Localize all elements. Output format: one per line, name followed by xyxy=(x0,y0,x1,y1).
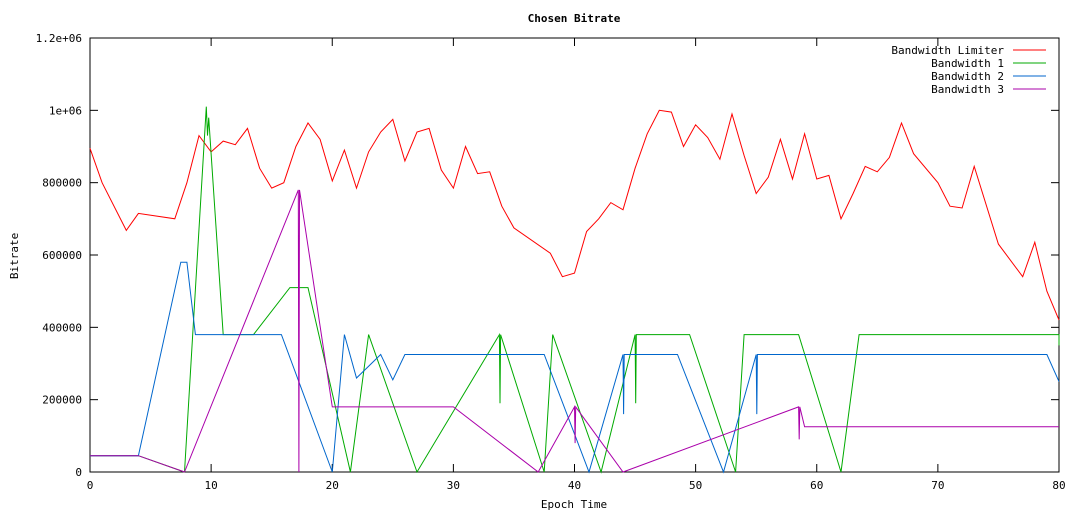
y-tick-label: 400000 xyxy=(42,321,82,334)
y-tick-label: 1.2e+06 xyxy=(36,32,82,45)
x-axis-label: Epoch Time xyxy=(541,498,607,511)
y-tick-label: 200000 xyxy=(42,394,82,407)
series-line-4 xyxy=(90,189,1059,473)
y-tick-label: 1e+06 xyxy=(49,104,82,117)
series-layer xyxy=(89,106,1060,474)
legend-label: Bandwidth Limiter xyxy=(891,44,1004,57)
x-tick-label: 0 xyxy=(87,479,94,492)
x-tick-label: 70 xyxy=(931,479,944,492)
chart-title: Chosen Bitrate xyxy=(528,12,621,25)
x-tick-label: 30 xyxy=(447,479,460,492)
y-axis-label: Bitrate xyxy=(8,233,21,279)
y-tick-label: 600000 xyxy=(42,249,82,262)
x-tick-label: 60 xyxy=(810,479,823,492)
legend-label: Bandwidth 2 xyxy=(931,70,1004,83)
y-tick-label: 800000 xyxy=(42,177,82,190)
x-tick-label: 10 xyxy=(205,479,218,492)
x-tick-label: 20 xyxy=(326,479,339,492)
ticks-layer: 0 10 20 30 40 50 60 70 80 0 200000 400000 600000 8000… xyxy=(36,32,1066,492)
x-tick-label: 40 xyxy=(568,479,581,492)
series-line-1 xyxy=(89,109,1060,321)
legend-label: Bandwidth 1 xyxy=(931,57,1004,70)
series-line-2 xyxy=(90,106,1060,474)
series-line-3 xyxy=(90,261,1060,474)
x-tick-label: 80 xyxy=(1052,479,1065,492)
legend-label: Bandwidth 3 xyxy=(931,83,1004,96)
x-tick-label: 50 xyxy=(689,479,702,492)
y-tick-label: 0 xyxy=(75,466,82,479)
